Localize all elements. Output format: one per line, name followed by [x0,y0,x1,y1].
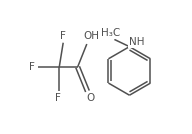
Text: F: F [55,94,61,103]
Text: OH: OH [83,31,99,41]
Text: O: O [87,94,95,103]
Text: F: F [60,31,66,40]
Text: F: F [29,62,35,72]
Text: H₃C: H₃C [101,28,121,38]
Text: NH: NH [129,37,144,47]
